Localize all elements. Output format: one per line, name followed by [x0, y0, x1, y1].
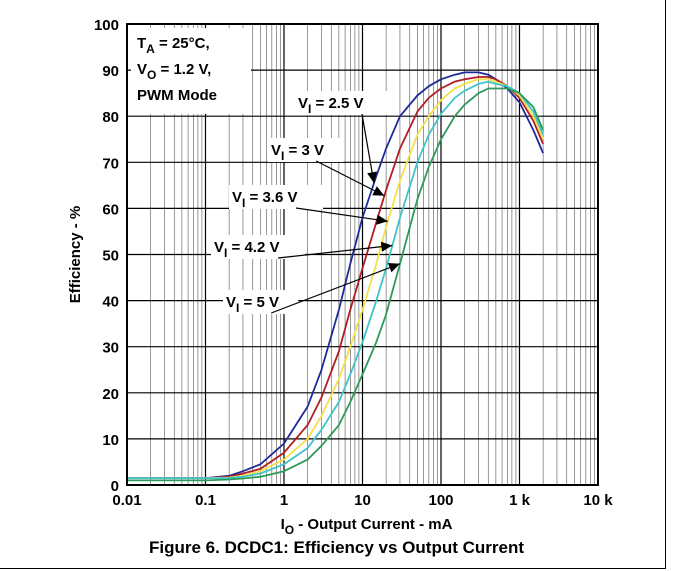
- series-arrow-head: [387, 263, 400, 273]
- series-arrow-line: [361, 113, 375, 184]
- x-tick-label: 1: [280, 492, 288, 509]
- series-line-3: [127, 78, 544, 480]
- y-tick-label: 60: [102, 201, 119, 218]
- y-tick-label: 10: [102, 432, 119, 449]
- y-tick-label: 90: [102, 63, 119, 80]
- y-tick-label: 20: [102, 386, 119, 403]
- y-tick-label: 50: [102, 248, 119, 265]
- series-line-5: [127, 87, 544, 482]
- series-label-1: VI = 2.5 V: [298, 95, 363, 116]
- x-tick-label: 10 k: [583, 492, 613, 509]
- series-line-4: [127, 80, 544, 480]
- y-tick-label: 30: [102, 340, 119, 357]
- x-tick-label: 10: [354, 492, 371, 509]
- y-tick-label: 40: [102, 294, 119, 311]
- x-axis-label: IO - Output Current - mA: [281, 516, 453, 537]
- condition-label-2: VO = 1.2 V,: [137, 61, 211, 82]
- series-label-bg: [211, 235, 305, 259]
- series-layer: [127, 71, 544, 482]
- series-arrow-line: [277, 244, 393, 259]
- y-axis-label: Efficiency - %: [67, 206, 84, 304]
- x-tick-label: 0.01: [112, 492, 141, 509]
- axes-layer: 0 10 20 30 40 50 60 70 80 90 100 0.01 0.1 1 10 100 1 k 10…: [67, 17, 613, 537]
- condition-label-1: TA = 25°C,: [137, 35, 210, 56]
- y-tick-label: 70: [102, 155, 119, 172]
- y-tick-label: 100: [94, 17, 119, 34]
- series-arrow-head: [367, 171, 377, 184]
- x-tick-label: 100: [428, 492, 453, 509]
- series-label-bg: [229, 185, 323, 209]
- series-label-bg: [295, 91, 389, 115]
- condition-label-3: PWM Mode: [137, 87, 217, 104]
- x-tick-label: 1 k: [509, 492, 531, 509]
- series-arrow-line: [315, 160, 385, 197]
- figure-caption: Figure 6. DCDC1: Efficiency vs Output Cu…: [149, 538, 524, 557]
- series-arrow-line: [270, 263, 401, 314]
- series-label-2: VI = 3 V: [271, 142, 324, 163]
- efficiency-chart: TA = 25°C, VO = 1.2 V, PWM Mode VI = 2.5 V…: [67, 17, 613, 537]
- series-label-4: VI = 4.2 V: [214, 239, 279, 260]
- y-tick-label: 0: [111, 478, 119, 495]
- conditions-box: [131, 28, 251, 114]
- series-label-3: VI = 3.6 V: [232, 189, 297, 210]
- conditions-layer: TA = 25°C, VO = 1.2 V, PWM Mode: [131, 28, 251, 114]
- x-tick-label: 0.1: [195, 492, 216, 509]
- series-label-5: VI = 5 V: [226, 294, 279, 315]
- series-label-bg: [268, 138, 344, 162]
- series-arrow-line: [295, 207, 388, 222]
- series-label-bg: [223, 290, 299, 314]
- series-arrow-head: [380, 241, 393, 252]
- series-labels-layer: VI = 2.5 V VI = 3 V VI = 3.6 V VI = 4.2 V VI…: [211, 91, 401, 315]
- series-arrow-head: [376, 214, 388, 225]
- y-tick-label: 80: [102, 109, 119, 126]
- series-line-2: [127, 76, 544, 480]
- plot-border: [126, 23, 599, 486]
- series-arrow-head: [372, 186, 385, 196]
